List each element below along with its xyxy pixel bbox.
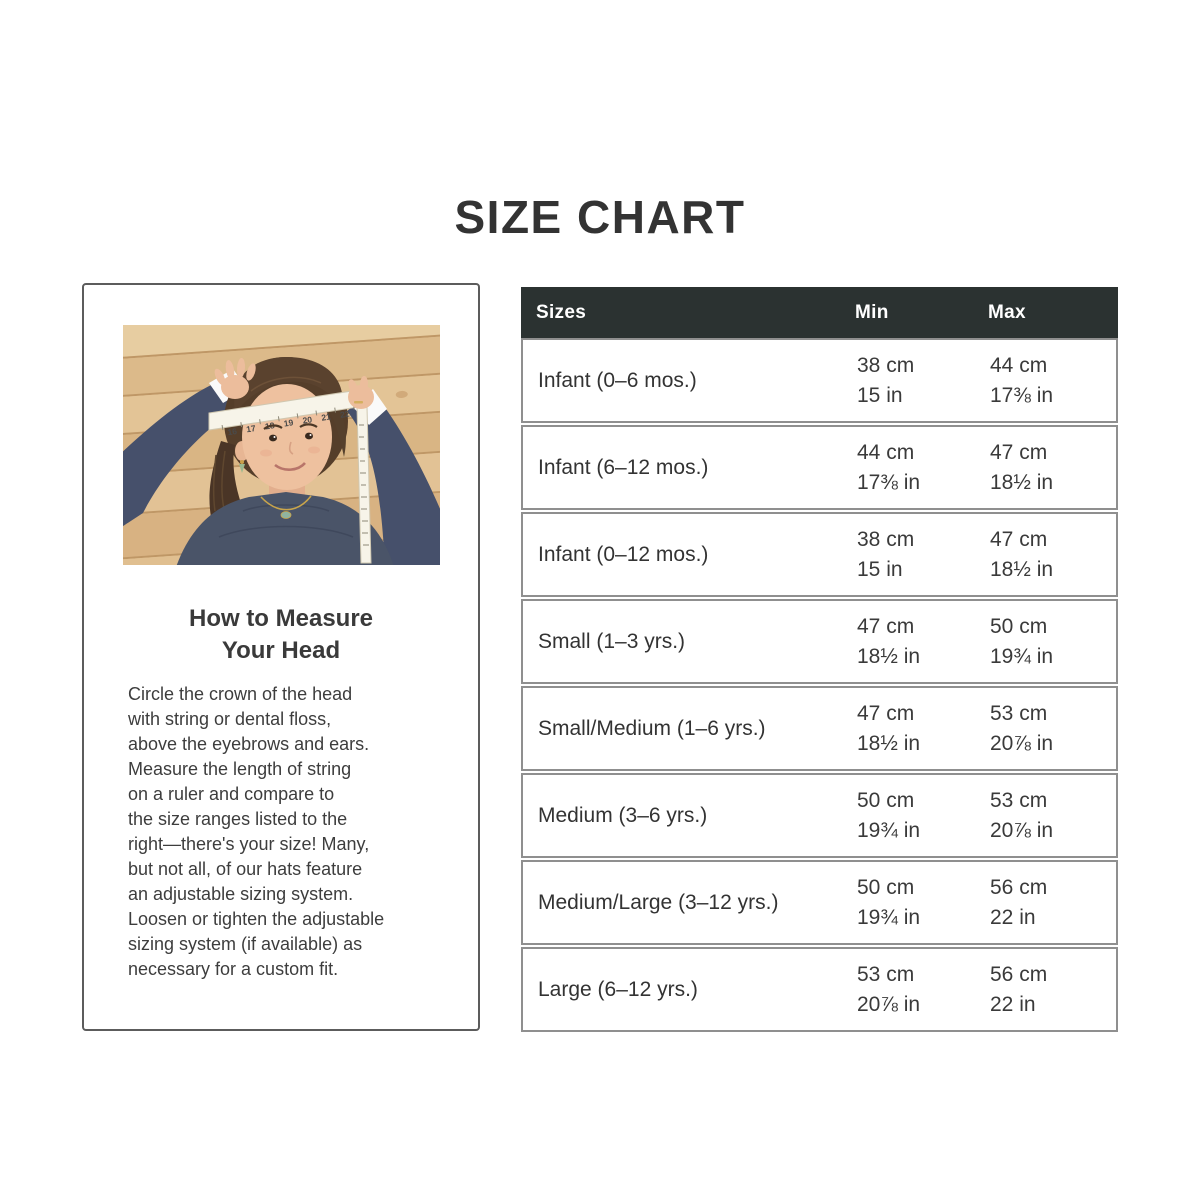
size-cell: Infant (0–6 mos.) [538,368,697,392]
size-cell: Infant (0–12 mos.) [538,542,709,566]
min-cell: 38 cm 15 in [857,351,990,411]
min-cm-value: 47 cm [857,614,915,638]
min-in-value: 17⅜ in [857,470,921,494]
table-row: Large (6–12 yrs.) 53 cm 20⅞ in 56 cm 22 … [521,947,1118,1032]
max-in-value: 18½ in [990,557,1054,581]
min-cell: 47 cm 18½ in [857,612,990,672]
max-in-value: 22 in [990,905,1036,929]
column-header-max: Max [988,301,1026,323]
table-row: Infant (6–12 mos.) 44 cm 17⅜ in 47 cm 18… [521,425,1118,510]
min-in-value: 19¾ in [857,818,921,842]
column-header-sizes: Sizes [536,301,587,323]
max-cm-value: 44 cm [990,353,1048,377]
min-in-value: 19¾ in [857,905,921,929]
left-hand [214,358,256,399]
ring [353,401,363,404]
eyebrow [262,424,283,430]
max-in-value: 22 in [990,992,1036,1016]
max-in-value: 20⅞ in [990,818,1054,842]
nose [288,441,293,455]
max-in-value: 19¾ in [990,644,1054,668]
max-in-value: 17⅜ in [990,383,1054,407]
min-in-value: 18½ in [857,731,921,755]
max-cell: 56 cm 22 in [990,960,1116,1020]
ponytail [208,441,243,517]
column-header-min: Min [855,301,889,323]
table-row: Infant (0–12 mos.) 38 cm 15 in 47 cm 18½… [521,512,1118,597]
max-cell: 47 cm 18½ in [990,525,1116,585]
max-cell: 56 cm 22 in [990,873,1116,933]
svg-text:22: 22 [339,408,350,419]
hair-top [233,357,343,413]
earring [238,464,245,473]
svg-text:20: 20 [301,414,312,425]
table-row: Small (1–3 yrs.) 47 cm 18½ in 50 cm 19¾ … [521,599,1118,684]
min-cell: 50 cm 19¾ in [857,786,990,846]
max-cell: 53 cm 20⅞ in [990,699,1116,759]
max-in-value: 20⅞ in [990,731,1054,755]
table-header: Sizes Min Max [521,287,1118,338]
table-row: Infant (0–6 mos.) 38 cm 15 in 44 cm 17⅜ … [521,338,1118,423]
max-cm-value: 53 cm [990,701,1048,725]
max-cell: 50 cm 19¾ in [990,612,1116,672]
min-in-value: 15 in [857,557,903,581]
min-cell: 53 cm 20⅞ in [857,960,990,1020]
how-to-body-text: Circle the crown of the head with string… [128,684,385,980]
right-sleeve [346,391,440,565]
min-cell: 38 cm 15 in [857,525,990,585]
min-in-value: 20⅞ in [857,992,921,1016]
max-cm-value: 56 cm [990,962,1048,986]
max-in-value: 18½ in [990,470,1054,494]
svg-text:19: 19 [283,417,294,428]
size-table-rows: Infant (0–6 mos.) 38 cm 15 in 44 cm 17⅜ … [521,338,1118,1032]
table-row: Medium/Large (3–12 yrs.) 50 cm 19¾ in 56… [521,860,1118,945]
svg-text:17: 17 [245,423,256,434]
min-cm-value: 53 cm [857,962,915,986]
min-cm-value: 44 cm [857,440,915,464]
table-row: Medium (3–6 yrs.) 50 cm 19¾ in 53 cm 20⅞… [521,773,1118,858]
sweater [176,492,393,565]
min-cm-value: 38 cm [857,527,915,551]
max-cm-value: 47 cm [990,527,1048,551]
size-cell: Small (1–3 yrs.) [538,629,686,653]
svg-text:16: 16 [226,426,237,437]
max-cell: 53 cm 20⅞ in [990,786,1116,846]
how-to-heading: How to Measure Your Head [188,605,374,664]
min-cm-value: 50 cm [857,875,915,899]
measuring-head-photo: 16 17 18 19 20 21 22 [122,325,440,565]
max-cell: 47 cm 18½ in [990,438,1116,498]
min-cm-value: 47 cm [857,701,915,725]
min-cell: 44 cm 17⅜ in [857,438,990,498]
size-cell: Infant (6–12 mos.) [538,455,709,479]
min-cell: 47 cm 18½ in [857,699,990,759]
table-row: Small/Medium (1–6 yrs.) 47 cm 18½ in 53 … [521,686,1118,771]
necklace-pendant [280,511,291,519]
min-in-value: 15 in [857,383,903,407]
smile [273,462,306,471]
min-cell: 50 cm 19¾ in [857,873,990,933]
size-cell: Medium (3–6 yrs.) [538,803,708,827]
size-cell: Small/Medium (1–6 yrs.) [538,716,766,740]
max-cell: 44 cm 17⅜ in [990,351,1116,411]
how-to-measure-card: 16 17 18 19 20 21 22 [82,283,480,1031]
min-in-value: 18½ in [857,644,921,668]
min-cm-value: 50 cm [857,788,915,812]
max-cm-value: 56 cm [990,875,1048,899]
svg-text:21: 21 [320,411,331,422]
size-cell: Large (6–12 yrs.) [538,977,698,1001]
necklace [259,495,312,511]
right-hand [347,376,374,409]
size-table: Sizes Min Max Infant (0–6 mos.) 38 cm 15… [521,287,1118,1034]
max-cm-value: 50 cm [990,614,1048,638]
max-cm-value: 53 cm [990,788,1048,812]
min-cm-value: 38 cm [857,353,915,377]
max-cm-value: 47 cm [990,440,1048,464]
eye [268,434,277,442]
size-cell: Medium/Large (3–12 yrs.) [538,890,779,914]
page-title: SIZE CHART [454,191,746,243]
